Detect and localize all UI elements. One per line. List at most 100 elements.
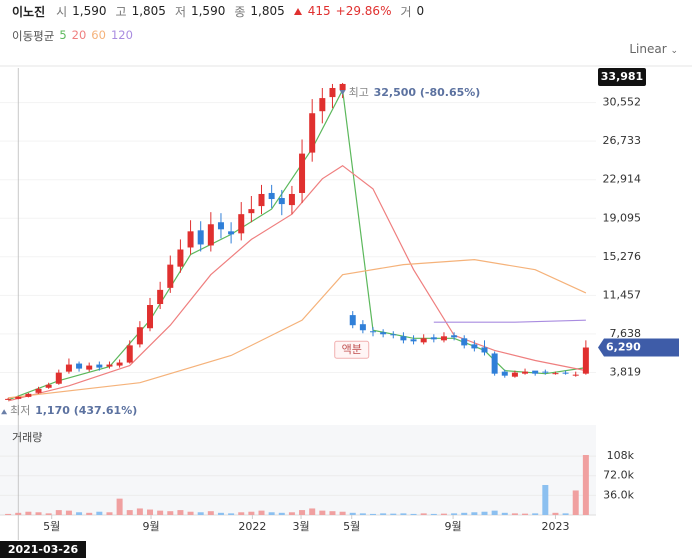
- high-note-label: 최고: [349, 86, 369, 99]
- volume-bar: [86, 512, 93, 515]
- x-tick-label: 9월: [445, 520, 462, 533]
- candle-body: [35, 388, 42, 393]
- candle-body: [268, 192, 275, 200]
- candle-body: [157, 289, 164, 305]
- candle-body: [207, 224, 214, 246]
- y-tick-label: 3,819: [610, 365, 642, 378]
- x-tick-label: 9월: [142, 520, 159, 533]
- split-box: [334, 340, 370, 359]
- volume-bar: [319, 510, 326, 515]
- candle-body: [400, 336, 407, 341]
- last-price-box: [598, 338, 679, 357]
- change: 415: [307, 4, 331, 18]
- volume-tick-label: 72.0k: [603, 469, 634, 482]
- candle-body: [309, 113, 316, 153]
- candle-body: [228, 231, 235, 235]
- scale-mode-label[interactable]: Linear: [629, 42, 667, 56]
- x-tick-label: 5월: [343, 520, 360, 533]
- volume-bar: [349, 512, 356, 515]
- candle-body: [45, 384, 52, 388]
- cursor-date: 2021-03-26: [8, 543, 79, 556]
- volume-bar: [76, 512, 83, 515]
- candle-body: [5, 398, 12, 400]
- ma-line: [433, 319, 586, 323]
- candle-body: [552, 373, 559, 375]
- legend-entry: 120: [110, 28, 133, 42]
- volume-bar: [268, 512, 275, 515]
- volume-bar: [116, 498, 123, 515]
- candle-body: [440, 336, 447, 341]
- y-tick-label: 26,733: [603, 134, 642, 147]
- legend-entry: 60: [91, 28, 106, 42]
- volume-bar: [511, 513, 518, 515]
- candle-body: [278, 198, 285, 205]
- volume-bar: [522, 513, 529, 515]
- volume-bar: [167, 511, 174, 515]
- volume-tick-label: 108k: [607, 449, 635, 462]
- volume-tick-label: 36.0k: [603, 488, 634, 501]
- x-tick-label: 2022: [238, 520, 266, 533]
- field-value: 1,805: [131, 4, 166, 18]
- change-pct: +29.86%: [335, 4, 392, 18]
- candle-body: [177, 249, 184, 267]
- volume-bar: [390, 513, 397, 515]
- volume-bar: [339, 511, 346, 515]
- candle-body: [430, 337, 437, 340]
- ma-label: 이동평균: [12, 29, 55, 43]
- candle-body: [380, 332, 387, 335]
- y-tick-label: 11,457: [603, 288, 642, 301]
- volume-bar: [400, 513, 407, 515]
- candle-body: [15, 396, 22, 399]
- candle-body: [451, 335, 458, 338]
- volume-bar: [5, 513, 12, 515]
- split-note: 액분: [342, 343, 362, 356]
- x-tick-label: 3월: [292, 520, 309, 533]
- candle-body: [76, 363, 83, 369]
- ma-line: [7, 164, 587, 402]
- volume-bar: [217, 512, 224, 515]
- field-label: 종: [234, 4, 246, 19]
- candle-body: [217, 222, 224, 230]
- volume-bar: [501, 512, 508, 515]
- volume-bar: [288, 512, 295, 515]
- candle-body: [96, 364, 103, 368]
- y-tick-label: 15,276: [603, 250, 642, 263]
- candle-body: [25, 393, 32, 397]
- low-note-label: 최저: [10, 404, 30, 417]
- candle-body: [522, 371, 529, 374]
- volume-bar: [562, 513, 569, 515]
- y-tick-label: 7,638: [610, 327, 642, 340]
- candle-body: [410, 339, 417, 342]
- low-note-text: 1,170 (437.61%): [35, 404, 137, 417]
- candle-body: [238, 214, 245, 234]
- volume-bar: [440, 513, 447, 515]
- volume-bar: [278, 512, 285, 515]
- volume-bar: [410, 513, 417, 515]
- volume-bar: [532, 513, 539, 515]
- volume-label: 거: [400, 4, 412, 19]
- candle-body: [147, 305, 154, 329]
- volume-bar: [55, 510, 62, 515]
- volume-bar: [238, 512, 245, 515]
- volume-bar: [228, 513, 235, 515]
- field-value: 1,590: [190, 4, 226, 18]
- volume-bar: [106, 512, 113, 515]
- volume-bar: [45, 513, 52, 515]
- candle-body: [187, 231, 194, 248]
- candle-body: [55, 372, 62, 384]
- volume-bar: [420, 513, 427, 515]
- volume-bar: [65, 510, 72, 515]
- volume-title: 거래량: [12, 431, 42, 444]
- volume-bar: [380, 513, 387, 515]
- volume-bar: [430, 513, 437, 515]
- high-note-text: 32,500 (-80.65%): [374, 86, 481, 99]
- volume-bar: [136, 508, 143, 515]
- candle-body: [349, 315, 356, 326]
- candle-body: [582, 347, 589, 374]
- scale-mode[interactable]: Linear ⌄: [629, 42, 678, 56]
- volume-bar: [491, 510, 498, 515]
- ma-line: [8, 258, 587, 399]
- candle-body: [136, 327, 143, 345]
- candle-body: [359, 324, 366, 331]
